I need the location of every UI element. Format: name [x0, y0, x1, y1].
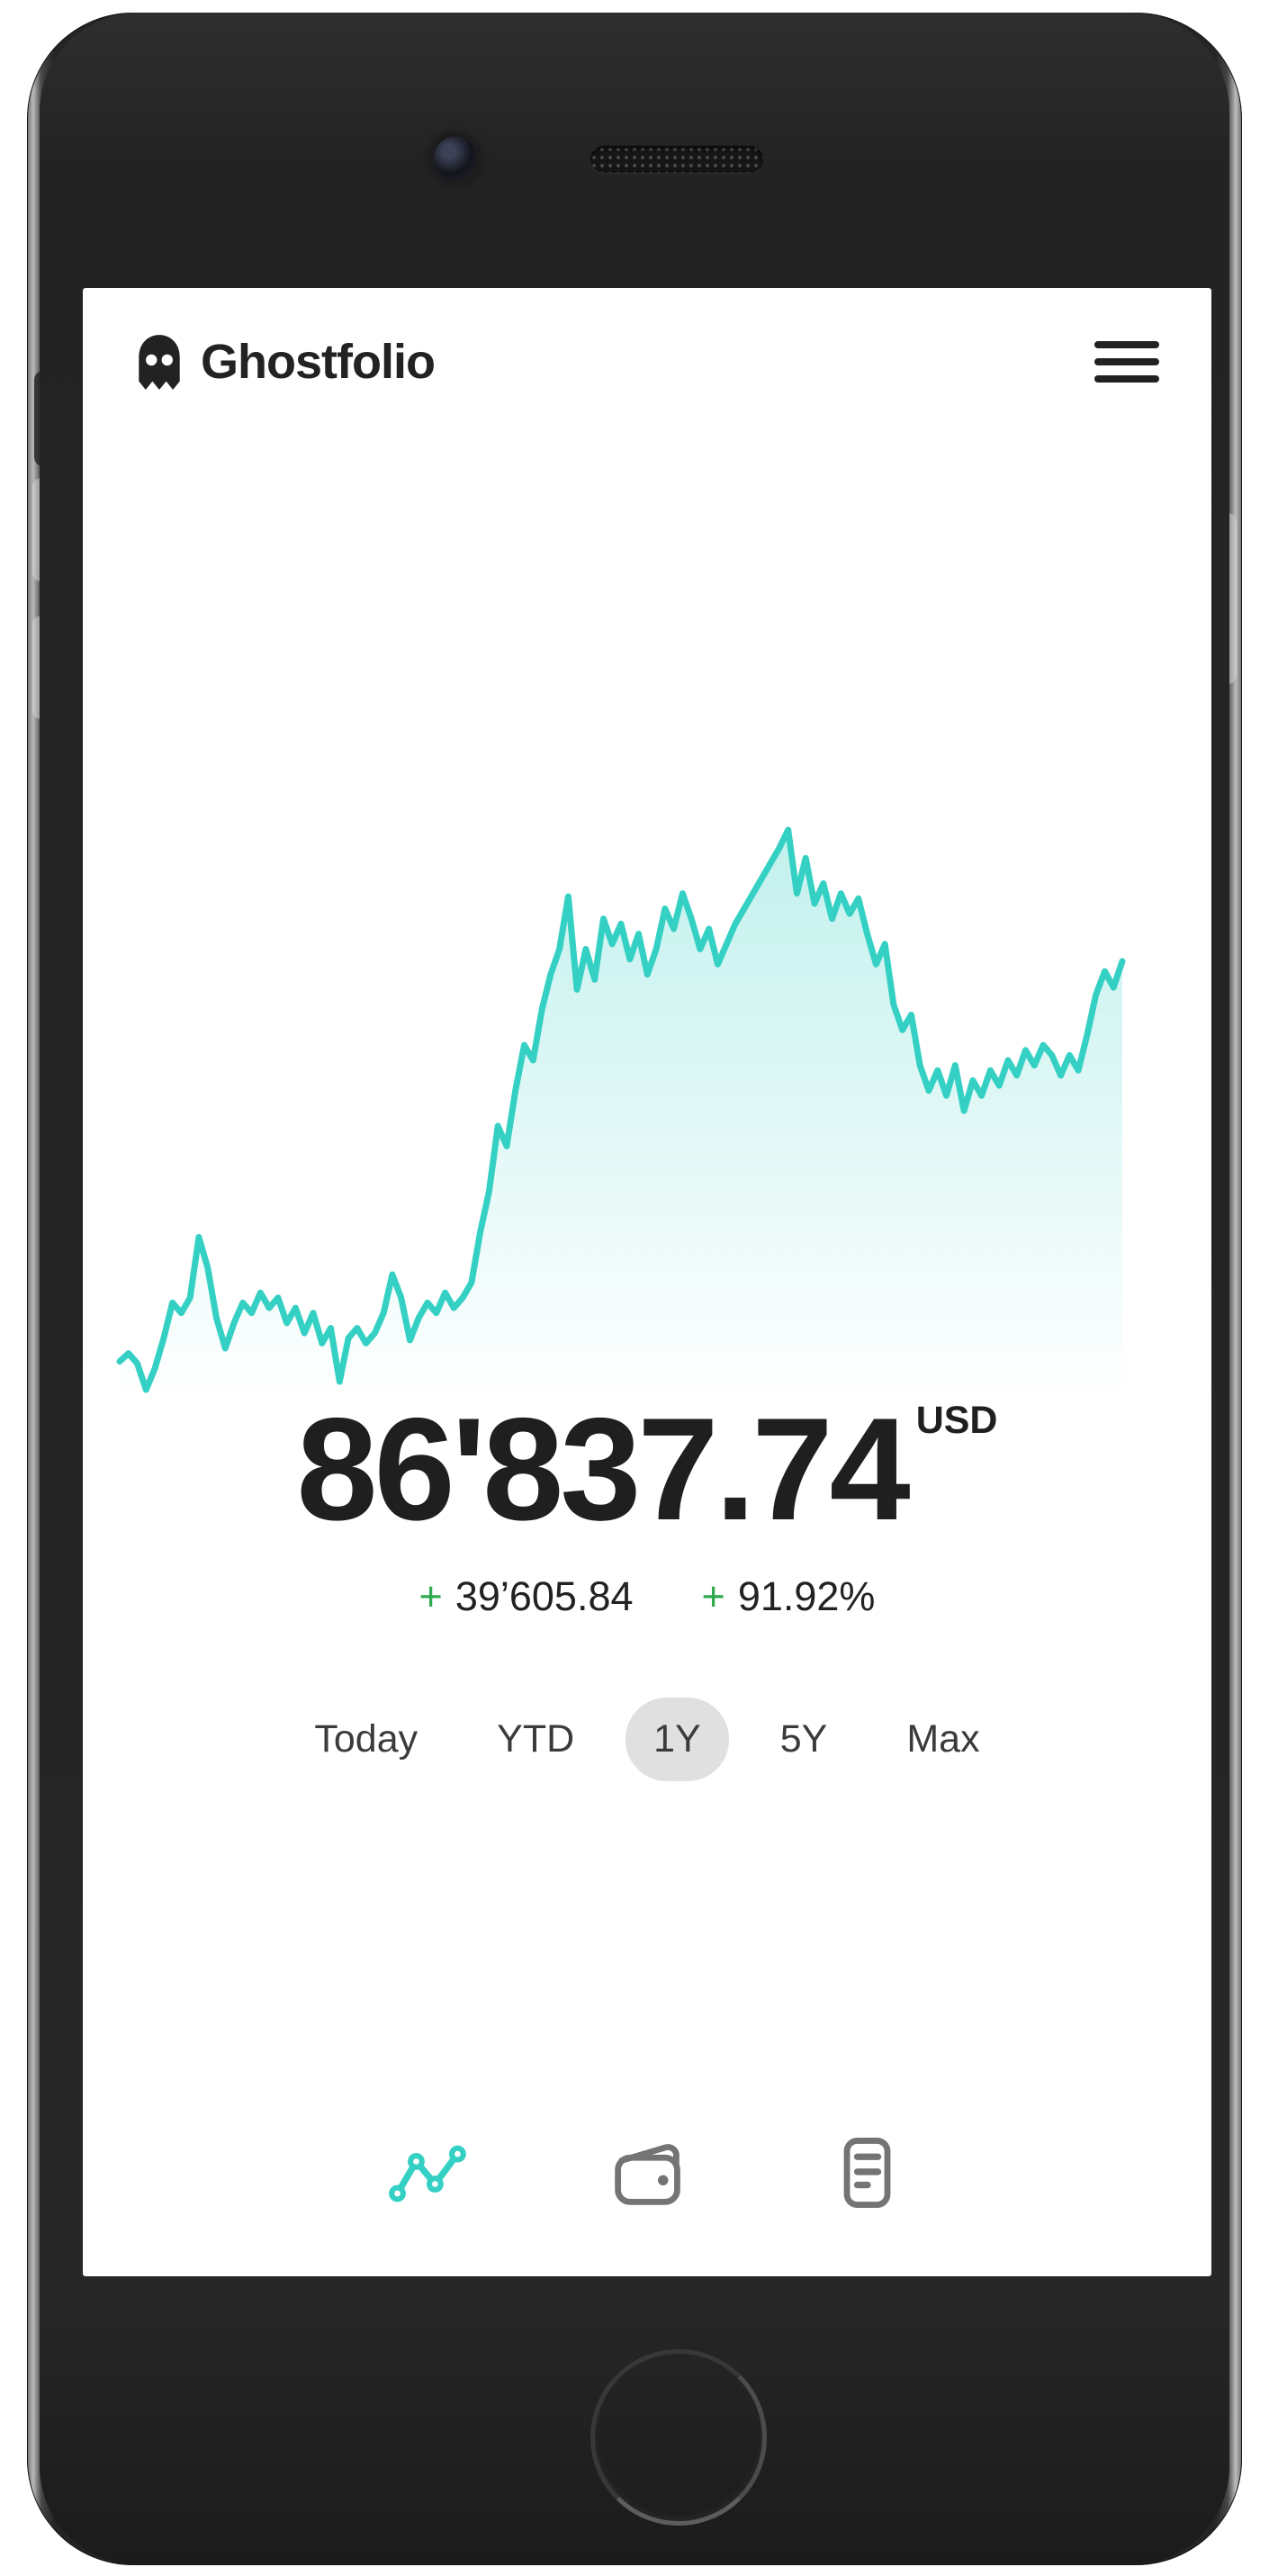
nav-chart-tab[interactable]	[386, 2131, 469, 2214]
range-option-1y[interactable]: 1Y	[626, 1698, 729, 1781]
plus-sign: +	[701, 1573, 725, 1619]
phone-frame: Ghostfolio	[27, 13, 1242, 2565]
phone-body: Ghostfolio	[40, 13, 1229, 2565]
front-camera	[434, 137, 477, 180]
portfolio-value: 86'837.74	[296, 1388, 910, 1551]
portfolio-chart-svg	[116, 826, 1126, 1406]
range-option-ytd[interactable]: YTD	[497, 1717, 575, 1761]
range-selector: Today YTD 1Y 5Y Max	[83, 1698, 1211, 1781]
portfolio-value-row: 86'837.74 USD	[83, 1397, 1211, 1543]
report-lines-icon	[843, 2138, 891, 2208]
hamburger-menu-button[interactable]	[1094, 334, 1161, 390]
nav-wallet-tab[interactable]	[606, 2131, 688, 2214]
portfolio-currency: USD	[915, 1399, 998, 1442]
hamburger-bar	[1094, 375, 1159, 383]
change-percent: + 91.92%	[702, 1573, 876, 1620]
range-option-5y[interactable]: 5Y	[779, 1717, 828, 1761]
range-option-max[interactable]: Max	[906, 1717, 980, 1761]
home-button[interactable]	[590, 2349, 767, 2526]
ghost-logo-icon	[139, 335, 180, 390]
change-percent-value: 91.92%	[737, 1573, 876, 1619]
chart-line-dots	[389, 2145, 466, 2202]
hamburger-bar	[1094, 358, 1159, 365]
change-absolute: + 39’605.84	[419, 1573, 634, 1620]
change-absolute-value: 39’605.84	[454, 1573, 634, 1619]
performance-chart[interactable]	[116, 826, 1126, 1406]
chart-area-path	[120, 830, 1122, 1406]
plus-sign: +	[418, 1573, 443, 1619]
app-screen: Ghostfolio	[83, 288, 1211, 2276]
app-title: Ghostfolio	[201, 335, 436, 389]
app-header: Ghostfolio	[134, 320, 1161, 403]
chart-line-path	[116, 826, 1126, 1393]
earpiece-speaker	[590, 146, 763, 173]
chart-line-icon	[389, 2145, 466, 2202]
hamburger-bar	[1094, 341, 1159, 348]
bottom-nav	[83, 2131, 1211, 2214]
range-option-today[interactable]: Today	[314, 1717, 418, 1761]
portfolio-change-row: + 39’605.84 + 91.92%	[83, 1573, 1211, 1620]
nav-report-tab[interactable]	[825, 2131, 908, 2214]
wallet-icon	[615, 2144, 680, 2205]
